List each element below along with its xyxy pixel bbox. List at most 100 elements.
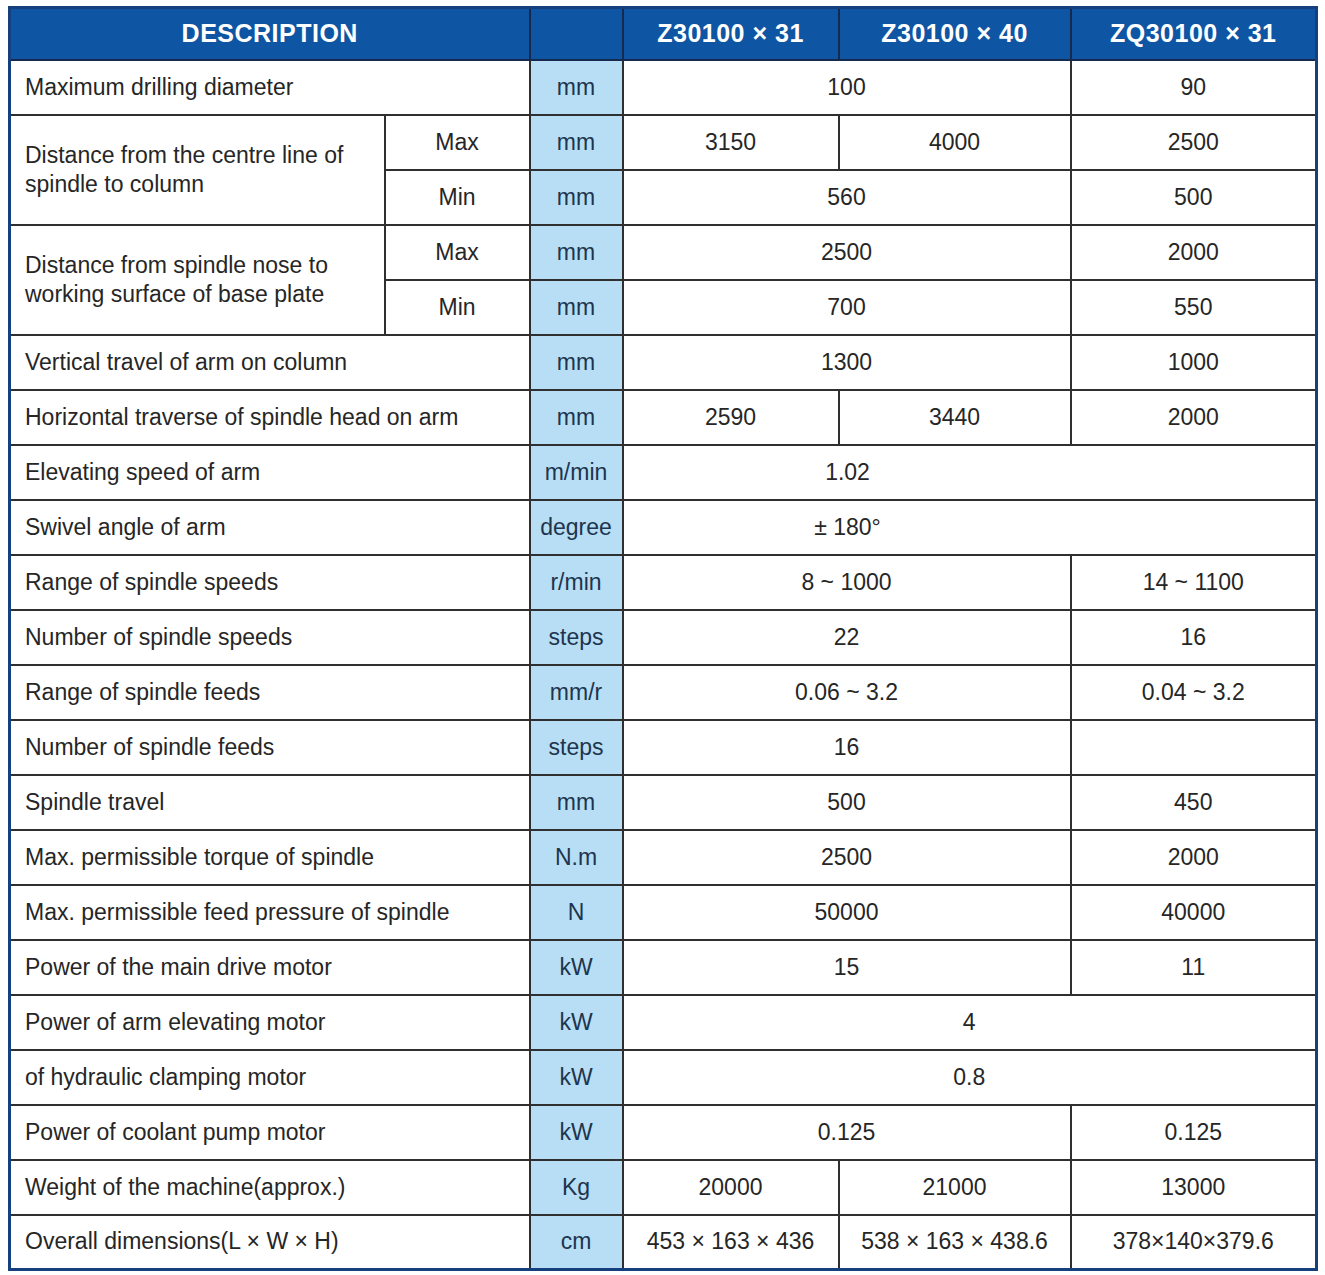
value-cell: 16 xyxy=(623,720,1071,775)
row-label: Range of spindle feeds xyxy=(10,665,530,720)
unit-cell: mm xyxy=(530,170,623,225)
row-sublabel: Max xyxy=(385,115,530,170)
header-model-zq30100x31: ZQ30100 × 31 xyxy=(1071,8,1317,60)
value-cell: 1300 xyxy=(623,335,1071,390)
row-label: Elevating speed of arm xyxy=(10,445,530,500)
table-row: Range of spindle feeds mm/r 0.06 ~ 3.2 0… xyxy=(10,665,1317,720)
row-label: Overall dimensions(L × W × H) xyxy=(10,1215,530,1270)
unit-cell: steps xyxy=(530,610,623,665)
row-label: Spindle travel xyxy=(10,775,530,830)
unit-cell: mm xyxy=(530,280,623,335)
row-sublabel: Min xyxy=(385,170,530,225)
unit-cell: kW xyxy=(530,995,623,1050)
value-cell: 50000 xyxy=(623,885,1071,940)
value-cell: 550 xyxy=(1071,280,1317,335)
unit-cell: mm xyxy=(530,115,623,170)
value-cell: 2500 xyxy=(623,830,1071,885)
value-cell: 0.125 xyxy=(1071,1105,1317,1160)
value-cell: 0.04 ~ 3.2 xyxy=(1071,665,1317,720)
header-model-z30100x40: Z30100 × 40 xyxy=(839,8,1071,60)
value-cell: 0.06 ~ 3.2 xyxy=(623,665,1071,720)
table-row: Maximum drilling diameter mm 100 90 xyxy=(10,60,1317,115)
unit-cell: mm xyxy=(530,390,623,445)
unit-cell: mm xyxy=(530,225,623,280)
table-row: Horizontal traverse of spindle head on a… xyxy=(10,390,1317,445)
row-label: Number of spindle feeds xyxy=(10,720,530,775)
value-cell: 22 xyxy=(623,610,1071,665)
value-cell: 453 × 163 × 436 xyxy=(623,1215,839,1270)
table-row: Distance from the centre line of spindle… xyxy=(10,115,1317,170)
row-label: Vertical travel of arm on column xyxy=(10,335,530,390)
unit-cell: kW xyxy=(530,940,623,995)
row-label: of hydraulic clamping motor xyxy=(10,1050,530,1105)
unit-cell: kW xyxy=(530,1050,623,1105)
value-cell: 16 xyxy=(1071,610,1317,665)
value-cell: 11 xyxy=(1071,940,1317,995)
value-cell: 3440 xyxy=(839,390,1071,445)
header-model-z30100x31: Z30100 × 31 xyxy=(623,8,839,60)
unit-cell: degree xyxy=(530,500,623,555)
row-label: Power of the main drive motor xyxy=(10,940,530,995)
value-cell: 2500 xyxy=(1071,115,1317,170)
value-cell: 2590 xyxy=(623,390,839,445)
row-label: Swivel angle of arm xyxy=(10,500,530,555)
value-cell: 4 xyxy=(623,995,1317,1050)
value-cell: 500 xyxy=(1071,170,1317,225)
header-row: DESCRIPTION Z30100 × 31 Z30100 × 40 ZQ30… xyxy=(10,8,1317,60)
value-cell: 0.125 xyxy=(623,1105,1071,1160)
value-cell: 700 xyxy=(623,280,1071,335)
table-header: DESCRIPTION Z30100 × 31 Z30100 × 40 ZQ30… xyxy=(10,8,1317,60)
header-description: DESCRIPTION xyxy=(10,8,530,60)
table-row: Power of arm elevating motor kW 4 xyxy=(10,995,1317,1050)
unit-cell: mm xyxy=(530,775,623,830)
header-units xyxy=(530,8,623,60)
value-cell: 100 xyxy=(623,60,1071,115)
value-cell: 450 xyxy=(1071,775,1317,830)
value-cell: 15 xyxy=(623,940,1071,995)
value-cell: 2000 xyxy=(1071,830,1317,885)
row-label: Weight of the machine(approx.) xyxy=(10,1160,530,1215)
value-cell: 378×140×379.6 xyxy=(1071,1215,1317,1270)
row-label: Number of spindle speeds xyxy=(10,610,530,665)
value-text: ± 180° xyxy=(624,514,1072,541)
unit-cell: kW xyxy=(530,1105,623,1160)
row-label: Power of coolant pump motor xyxy=(10,1105,530,1160)
value-cell: 2000 xyxy=(1071,225,1317,280)
table-row: Max. permissible torque of spindle N.m 2… xyxy=(10,830,1317,885)
value-cell: 3150 xyxy=(623,115,839,170)
row-label: Max. permissible torque of spindle xyxy=(10,830,530,885)
table-row: Power of coolant pump motor kW 0.125 0.1… xyxy=(10,1105,1317,1160)
table-row: Distance from spindle nose to working su… xyxy=(10,225,1317,280)
table-row: Elevating speed of arm m/min 1.02 xyxy=(10,445,1317,500)
spec-table: DESCRIPTION Z30100 × 31 Z30100 × 40 ZQ30… xyxy=(8,6,1318,1271)
row-sublabel: Min xyxy=(385,280,530,335)
value-cell: 14 ~ 1100 xyxy=(1071,555,1317,610)
row-sublabel: Max xyxy=(385,225,530,280)
table-row: Weight of the machine(approx.) Kg 20000 … xyxy=(10,1160,1317,1215)
table-row: Power of the main drive motor kW 15 11 xyxy=(10,940,1317,995)
value-cell: 20000 xyxy=(623,1160,839,1215)
unit-cell: m/min xyxy=(530,445,623,500)
value-cell: 0.8 xyxy=(623,1050,1317,1105)
table-row: Spindle travel mm 500 450 xyxy=(10,775,1317,830)
unit-cell: r/min xyxy=(530,555,623,610)
row-label: Range of spindle speeds xyxy=(10,555,530,610)
value-cell: 2500 xyxy=(623,225,1071,280)
table-row: of hydraulic clamping motor kW 0.8 xyxy=(10,1050,1317,1105)
table-row: Max. permissible feed pressure of spindl… xyxy=(10,885,1317,940)
value-text: 1.02 xyxy=(624,459,1072,486)
value-cell: 8 ~ 1000 xyxy=(623,555,1071,610)
value-cell: 1000 xyxy=(1071,335,1317,390)
value-cell: 1.02 xyxy=(623,445,1317,500)
row-label: Distance from the centre line of spindle… xyxy=(10,115,385,225)
value-cell: 40000 xyxy=(1071,885,1317,940)
value-cell xyxy=(1071,720,1317,775)
unit-cell: Kg xyxy=(530,1160,623,1215)
row-label: Power of arm elevating motor xyxy=(10,995,530,1050)
value-cell: 2000 xyxy=(1071,390,1317,445)
row-label: Horizontal traverse of spindle head on a… xyxy=(10,390,530,445)
value-cell: 538 × 163 × 438.6 xyxy=(839,1215,1071,1270)
value-cell: 4000 xyxy=(839,115,1071,170)
table-row: Range of spindle speeds r/min 8 ~ 1000 1… xyxy=(10,555,1317,610)
page: DESCRIPTION Z30100 × 31 Z30100 × 40 ZQ30… xyxy=(0,0,1325,1275)
